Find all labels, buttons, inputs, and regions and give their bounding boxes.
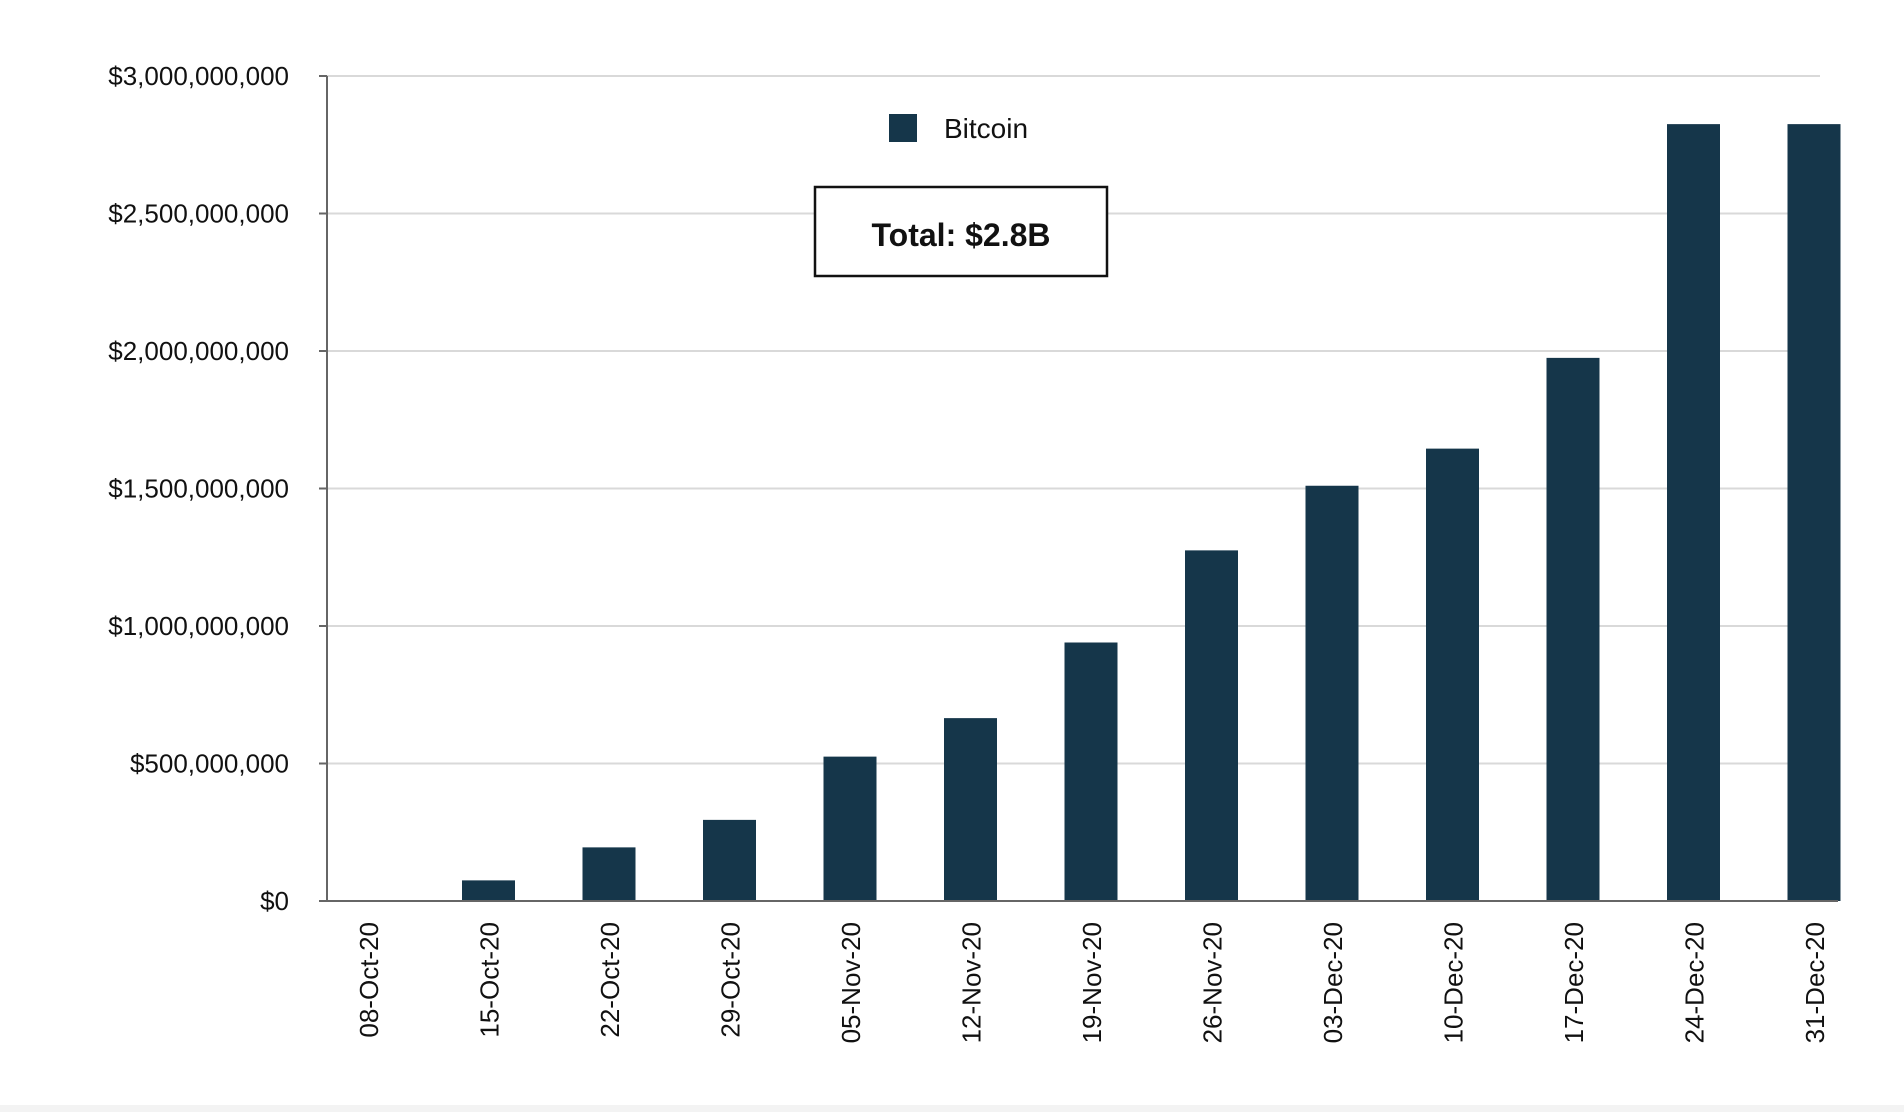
bar-26-nov-20 <box>1185 550 1238 901</box>
x-axis-tick-labels: 08-Oct-20 15-Oct-20 22-Oct-20 29-Oct-20 05-N… <box>354 922 1830 1043</box>
legend-label-bitcoin: Bitcoin <box>944 113 1028 144</box>
annotation-text: Total: $2.8B <box>872 217 1051 253</box>
x-tick-label: 12-Nov-20 <box>957 922 987 1043</box>
bar-03-dec-20 <box>1305 485 1359 901</box>
y-tick-label: $500,000,000 <box>130 749 289 779</box>
bar-17-dec-20 <box>1546 357 1600 901</box>
x-tick-label: 29-Oct-20 <box>716 922 746 1038</box>
bar-12-nov-20 <box>944 718 997 901</box>
y-axis-tick-labels: $0 $500,000,000 $1,000,000,000 $1,500,000,0… <box>108 61 289 916</box>
x-tick-label: 03-Dec-20 <box>1318 922 1348 1043</box>
x-tick-label: 08-Oct-20 <box>354 922 384 1038</box>
legend: Bitcoin <box>889 113 1028 144</box>
y-tick-label: $2,500,000,000 <box>108 199 289 229</box>
x-tick-label: 22-Oct-20 <box>595 922 625 1038</box>
bar-15-oct-20 <box>462 880 515 901</box>
x-tick-label: 24-Dec-20 <box>1680 922 1710 1043</box>
y-tick-label: $1,000,000,000 <box>108 611 289 641</box>
x-tick-label: 17-Dec-20 <box>1559 922 1589 1043</box>
bars <box>462 124 1841 901</box>
legend-swatch-bitcoin <box>889 114 917 142</box>
annotation-box <box>813 185 1109 278</box>
bar-31-dec-20 <box>1787 124 1841 901</box>
bar-29-oct-20 <box>703 819 756 901</box>
x-tick-label: 31-Dec-20 <box>1800 922 1830 1043</box>
y-tick-label: $0 <box>260 886 289 916</box>
axes <box>319 76 1838 902</box>
bar-19-nov-20 <box>1064 642 1118 901</box>
bar-24-dec-20 <box>1667 124 1720 901</box>
footer-band <box>0 1105 1904 1112</box>
bar-22-oct-20 <box>582 847 636 901</box>
total-annotation: Total: $2.8B <box>813 185 1109 278</box>
x-tick-label: 19-Nov-20 <box>1077 922 1107 1043</box>
x-tick-label: 26-Nov-20 <box>1198 922 1228 1043</box>
bar-05-nov-20 <box>823 756 877 901</box>
y-tick-label: $3,000,000,000 <box>108 61 289 91</box>
y-tick-label: $1,500,000,000 <box>108 474 289 504</box>
bar-10-dec-20 <box>1426 448 1479 901</box>
x-tick-label: 15-Oct-20 <box>475 922 505 1038</box>
x-tick-label: 10-Dec-20 <box>1439 922 1469 1043</box>
x-tick-label: 05-Nov-20 <box>836 922 866 1043</box>
y-tick-label: $2,000,000,000 <box>108 336 289 366</box>
